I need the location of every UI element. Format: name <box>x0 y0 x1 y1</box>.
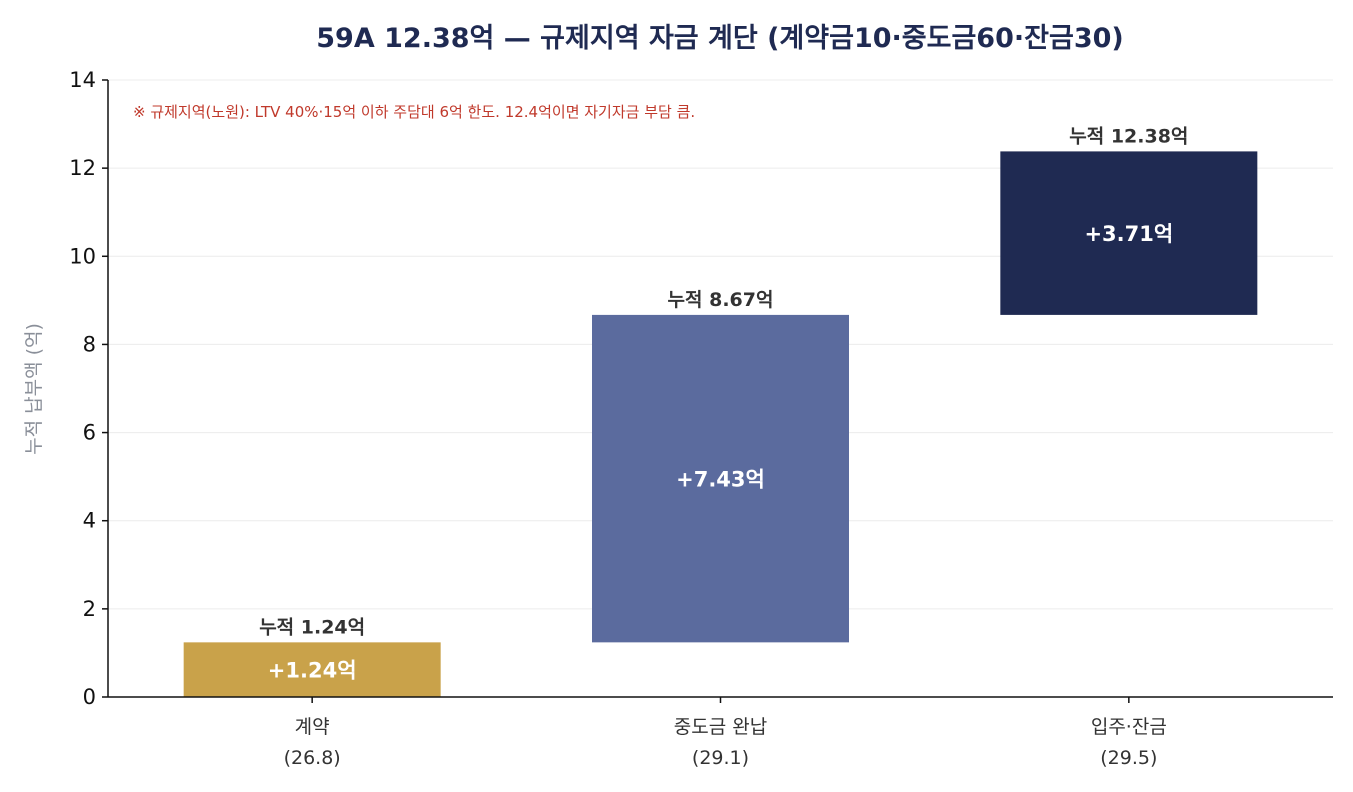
y-tick-label: 4 <box>83 509 96 533</box>
y-tick-label: 0 <box>83 685 96 709</box>
y-axis-label: 누적 납부액 (억) <box>23 323 45 455</box>
x-axis: 계약 (26.8) 중도금 완납 (29.1) 입주·잔금 (29.5) <box>108 696 1333 769</box>
y-tick-label: 6 <box>83 421 96 445</box>
y-tick-label: 14 <box>69 68 96 92</box>
bar-cumulative-label: 누적 12.38억 <box>1069 125 1188 147</box>
bar <box>1000 151 1258 315</box>
x-tick-sublabel: (29.1) <box>692 747 749 769</box>
y-tick-label: 12 <box>69 156 96 180</box>
y-axis: 0 2 4 6 8 10 12 14 <box>69 68 109 709</box>
x-tick-sublabel: (29.5) <box>1100 747 1157 769</box>
bar-delta-label: +3.71억 <box>1084 222 1173 246</box>
bar-cumulative-label: 누적 8.67억 <box>668 289 774 311</box>
bar <box>183 642 441 697</box>
y-tick-label: 10 <box>69 244 96 268</box>
bar-delta-label: +1.24억 <box>268 659 357 683</box>
chart-title: 59A 12.38억 — 규제지역 자금 계단 (계약금10·중도금60·잔금3… <box>316 23 1123 54</box>
y-tick-label: 8 <box>83 332 96 356</box>
x-tick-sublabel: (26.8) <box>284 747 341 769</box>
bars: +1.24억 누적 1.24억 +7.43억 누적 8.67억 +3.71억 누적 12.… <box>183 125 1258 697</box>
x-tick-label: 입주·잔금 <box>1091 716 1167 738</box>
x-tick-label: 계약 <box>295 716 330 738</box>
x-tick-label: 중도금 완납 <box>674 716 767 738</box>
chart-note: ※ 규제지역(노원): LTV 40%·15억 이하 주담대 6억 한도. 12… <box>133 103 695 121</box>
bar <box>592 314 849 643</box>
bar-delta-label: +7.43억 <box>676 468 765 492</box>
y-tick-label: 2 <box>83 597 96 621</box>
bar-cumulative-label: 누적 1.24억 <box>259 616 365 638</box>
